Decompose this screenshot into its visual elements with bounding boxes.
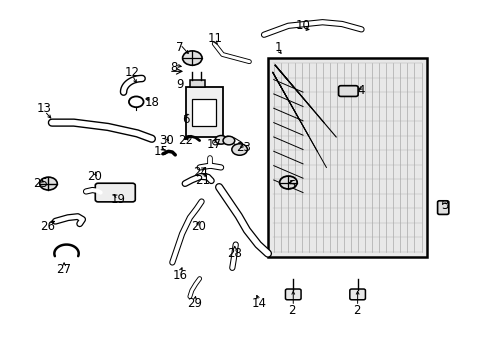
Text: 29: 29 [187,297,202,310]
Text: 24: 24 [193,166,208,179]
FancyBboxPatch shape [95,183,135,202]
Text: 16: 16 [172,269,187,282]
Text: 4: 4 [357,84,365,97]
Text: 21: 21 [195,174,210,186]
Text: 25: 25 [33,177,48,190]
Bar [185,87,223,137]
Text: 23: 23 [236,141,250,154]
Bar [189,80,205,87]
Text: 13: 13 [37,102,52,115]
Text: 3: 3 [440,199,447,212]
Bar [192,99,215,126]
Text: 2: 2 [288,305,295,318]
Text: 26: 26 [40,220,55,233]
Circle shape [279,176,297,189]
Circle shape [223,136,234,145]
FancyBboxPatch shape [338,86,357,96]
Text: 28: 28 [227,247,242,260]
Text: 11: 11 [207,32,223,45]
Text: 6: 6 [182,113,189,126]
Text: 22: 22 [178,134,193,147]
FancyBboxPatch shape [285,289,301,300]
Text: 15: 15 [154,145,169,158]
Text: 18: 18 [144,96,159,109]
Text: 10: 10 [295,19,310,32]
Text: 17: 17 [206,138,222,150]
Circle shape [129,96,143,107]
Text: 14: 14 [251,297,266,310]
Bar [267,58,427,257]
Text: 19: 19 [110,193,125,206]
Circle shape [182,51,202,65]
FancyBboxPatch shape [349,289,365,300]
Circle shape [40,177,57,190]
Bar [267,58,427,257]
Text: 20: 20 [190,220,205,233]
Circle shape [215,135,226,144]
Text: 8: 8 [170,60,178,73]
Text: 20: 20 [87,170,102,183]
Circle shape [231,144,247,155]
FancyBboxPatch shape [437,201,448,215]
Text: 12: 12 [124,66,140,79]
Text: 2: 2 [352,305,360,318]
Text: 7: 7 [176,41,183,54]
Text: 9: 9 [176,78,183,91]
Text: 1: 1 [274,41,282,54]
Text: 27: 27 [57,263,71,276]
Text: 5: 5 [288,179,295,192]
Text: 30: 30 [159,134,174,147]
